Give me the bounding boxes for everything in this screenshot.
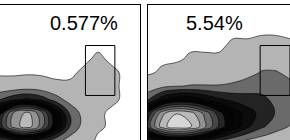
- svg-text:5.54%: 5.54%: [186, 12, 243, 34]
- svg-text:0.577%: 0.577%: [50, 12, 118, 34]
